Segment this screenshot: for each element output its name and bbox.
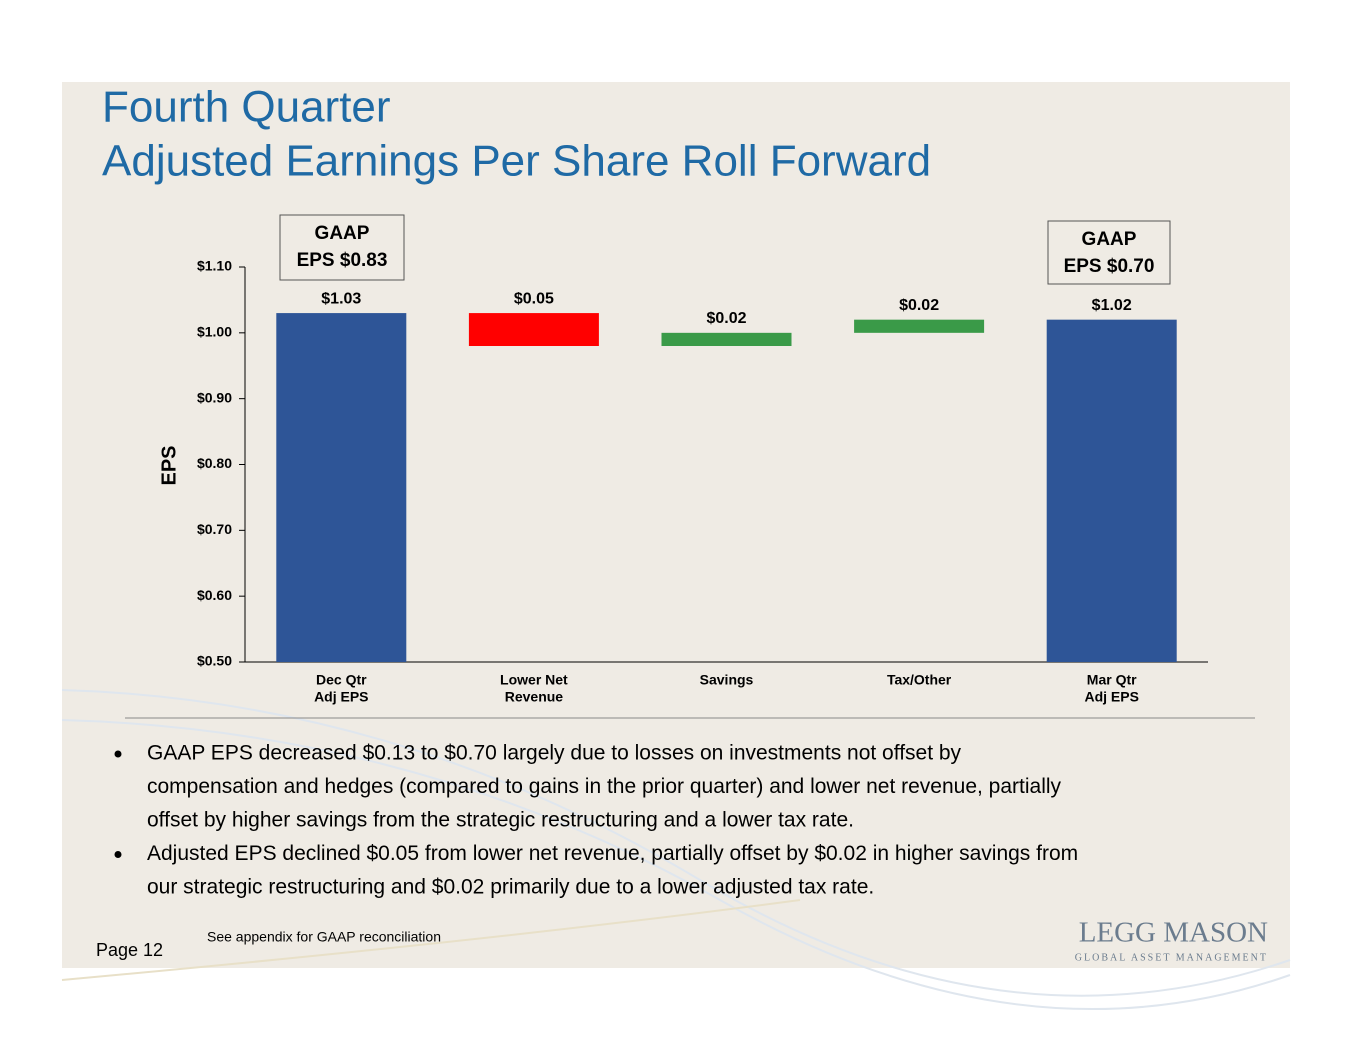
x-tick-label: Mar Qtr xyxy=(1087,672,1137,688)
data-label: $0.02 xyxy=(899,297,939,314)
bullet-text: our strategic restructuring and $0.02 pr… xyxy=(147,876,874,899)
data-label: $0.05 xyxy=(514,290,554,307)
bar xyxy=(276,313,407,662)
data-label: $0.02 xyxy=(706,310,746,327)
annotation: EPS $0.83 xyxy=(297,250,388,271)
x-tick-label: Revenue xyxy=(505,689,564,705)
bar xyxy=(468,313,599,346)
bar xyxy=(1046,319,1177,662)
annotation: EPS $0.70 xyxy=(1064,256,1155,277)
annotation-box xyxy=(1047,220,1171,285)
y-tick-label: $0.90 xyxy=(197,389,232,405)
x-tick-label: Tax/Other xyxy=(887,672,952,688)
data-label: $1.03 xyxy=(321,290,361,307)
x-tick-label: Lower Net xyxy=(500,672,568,688)
logo: LEGG MASON xyxy=(1079,917,1268,949)
annotation: GAAP xyxy=(1082,229,1137,250)
bullet-dot xyxy=(114,851,122,858)
logo-tagline: GLOBAL ASSET MANAGEMENT xyxy=(1075,952,1268,963)
y-tick-label: $0.70 xyxy=(197,521,232,537)
x-tick-label: Dec Qtr xyxy=(316,672,367,688)
y-tick-label: $1.00 xyxy=(197,324,232,340)
bullet-text: GAAP EPS decreased $0.13 to $0.70 largel… xyxy=(147,742,962,765)
bullet-text: offset by higher savings from the strate… xyxy=(147,809,854,832)
decoration xyxy=(61,689,1291,1011)
bar xyxy=(854,319,985,333)
bullet-text: Adjusted EPS declined $0.05 from lower n… xyxy=(147,842,1078,865)
y-axis-label: EPS xyxy=(158,445,180,485)
bullet-text: compensation and hedges (compared to gai… xyxy=(147,775,1062,798)
y-tick-label: $0.60 xyxy=(197,587,232,603)
y-tick-label: $1.10 xyxy=(197,258,232,274)
y-tick-label: $0.50 xyxy=(197,653,232,669)
bullet-dot xyxy=(114,750,122,758)
x-tick-label: Adj EPS xyxy=(1084,689,1138,705)
y-tick-label: $0.80 xyxy=(197,455,232,471)
title-line: Fourth Quarter xyxy=(102,83,391,132)
x-tick-label: Savings xyxy=(700,672,754,688)
annotation: GAAP xyxy=(315,223,370,244)
page-number: Page 12 xyxy=(96,940,163,960)
footnote: See appendix for GAAP reconciliation xyxy=(207,929,441,945)
data-label: $1.02 xyxy=(1092,297,1132,314)
x-tick-label: Adj EPS xyxy=(314,689,368,705)
annotation-box xyxy=(279,214,405,281)
bar xyxy=(661,332,792,346)
title-line: Adjusted Earnings Per Share Roll Forward xyxy=(102,137,931,186)
